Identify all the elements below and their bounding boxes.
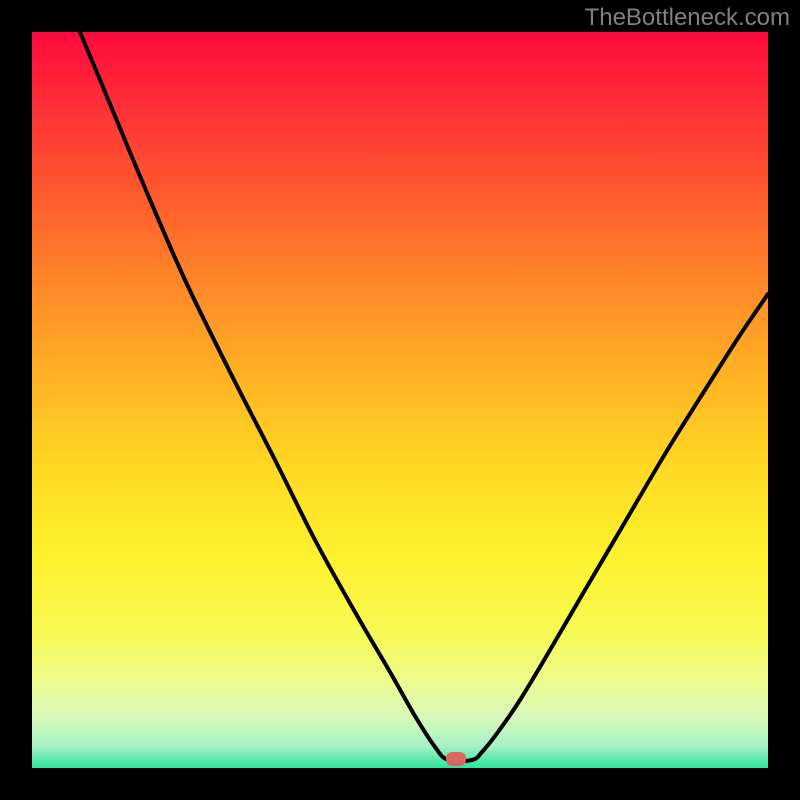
gradient-background: [32, 32, 768, 768]
bottleneck-chart-svg: [0, 0, 800, 800]
watermark-text: TheBottleneck.com: [585, 4, 790, 32]
optimum-marker: [446, 752, 466, 766]
chart-container: TheBottleneck.com: [0, 0, 800, 800]
